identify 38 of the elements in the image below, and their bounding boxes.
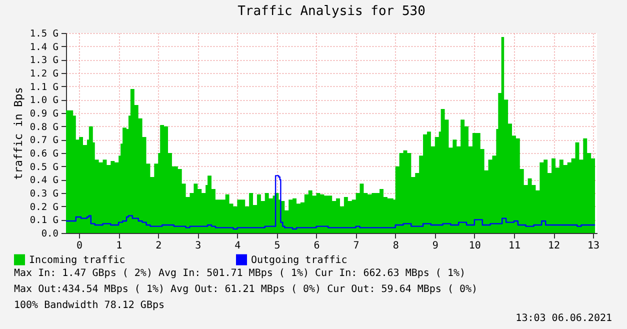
legend-label: Incoming traffic: [29, 254, 126, 266]
y-tick-label: 0.7 G: [30, 135, 59, 146]
y-tick-label: 0.6 G: [30, 148, 59, 160]
text: Max Out:434.54 MBps ( 1%) Avg Out: 61.21 MBps ( 0%) Cur Out: 59.64 MBps ( 0%): [14, 284, 478, 295]
y-tick-label: 0.1 G: [30, 215, 59, 226]
x-tick-label: 10: [468, 240, 481, 252]
x-tick-label: 11: [508, 240, 520, 252]
x-tick-label: 9: [432, 240, 438, 252]
y-tick-label: 1.0 G: [30, 95, 59, 106]
legend-label: Outgoing traffic: [251, 254, 348, 266]
text: 13:03 06.06.2021: [516, 313, 612, 324]
x-tick-label: 8: [392, 240, 399, 252]
x-tick-label: 6: [314, 240, 320, 252]
x-tick-label: 1: [116, 240, 122, 252]
y-tick-label: 1.5 G: [30, 28, 59, 40]
y-tick-label: 0.0: [41, 228, 59, 240]
x-tick-label: 7: [353, 240, 360, 252]
x-tick-label: 0: [76, 240, 83, 252]
x-tick-label: 13: [588, 240, 600, 252]
y-tick-label: 0.8 G: [30, 122, 59, 133]
y-tick-label: 0.4 G: [30, 175, 59, 186]
y-tick-label: 1.4 G: [30, 42, 59, 53]
x-tick-label: 3: [195, 240, 202, 252]
y-tick-label: 1.3 G: [30, 55, 59, 66]
x-tick-label: 5: [274, 240, 280, 252]
y-tick-label: 0.3 G: [30, 188, 59, 200]
text: Max In: 1.47 GBps ( 2%) Avg In: 501.71 MBps ( 1%) Cur In: 662.63 MBps ( 1%): [14, 268, 466, 279]
y-tick-label: 0.2 G: [30, 202, 59, 213]
text: 100% Bandwidth 78.12 GBps: [14, 300, 165, 311]
y-tick-label: 0.5 G: [30, 162, 59, 173]
x-tick-label: 4: [234, 240, 241, 252]
chart-title: Traffic Analysis for 530: [238, 4, 426, 19]
x-tick-label: 12: [548, 240, 560, 252]
y-tick-label: 0.9 G: [30, 108, 59, 120]
y-tick-label: 1.1 G: [30, 82, 59, 93]
y-axis-title: traffic in Bps: [12, 87, 25, 180]
x-tick-label: 2: [156, 240, 162, 252]
y-tick-label: 1.2 G: [30, 68, 59, 80]
